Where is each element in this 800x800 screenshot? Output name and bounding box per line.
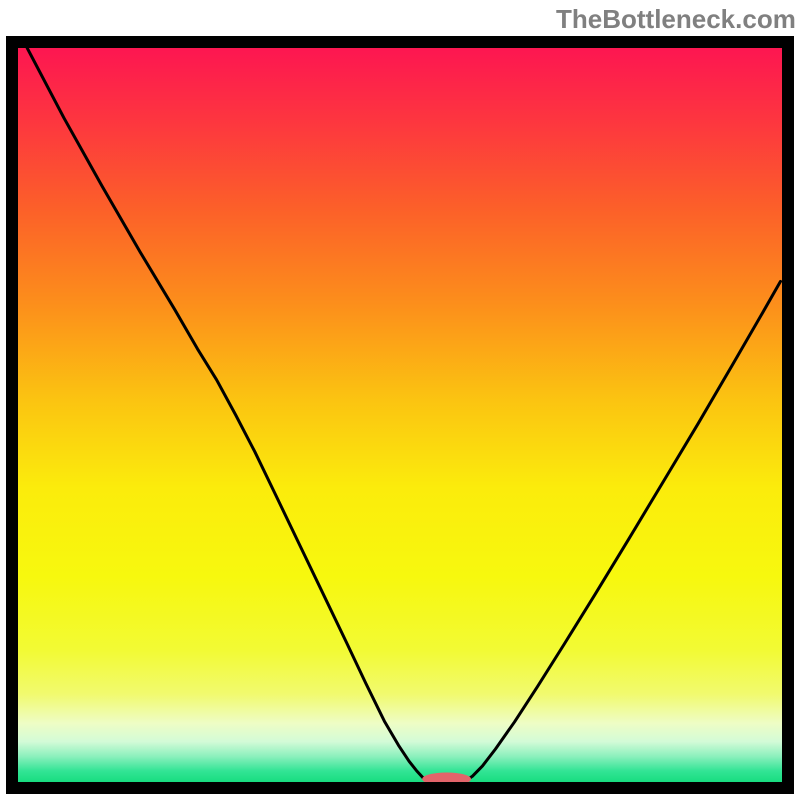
- gradient-background: [18, 48, 782, 782]
- plot-svg: [18, 48, 782, 782]
- plot-area: [18, 48, 782, 782]
- chart-container: TheBottleneck.com: [0, 0, 800, 800]
- watermark-text: TheBottleneck.com: [556, 4, 796, 35]
